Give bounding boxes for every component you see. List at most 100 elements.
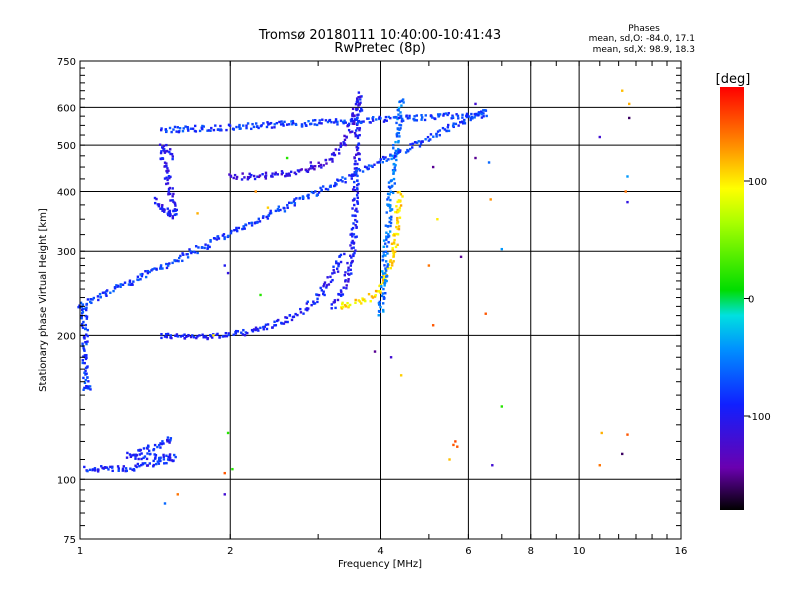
trace-point [169, 439, 172, 442]
trace-point [273, 324, 276, 327]
trace-point [84, 357, 88, 361]
scatter-point [628, 116, 631, 120]
trace-point [343, 119, 346, 122]
trace-point [168, 458, 171, 462]
trace-point [89, 388, 92, 391]
trace-point [251, 330, 255, 333]
trace-point [187, 129, 190, 132]
trace-point [280, 120, 283, 123]
trace-point [131, 283, 134, 286]
trace-point [360, 121, 363, 125]
trace-point [128, 280, 132, 284]
trace-point [384, 269, 388, 272]
trace-point [477, 111, 481, 114]
trace-point [232, 333, 235, 336]
trace-point [172, 459, 175, 462]
trace-point [91, 298, 94, 301]
trace-point [461, 120, 464, 123]
trace-point [135, 465, 138, 469]
trace-point [165, 461, 168, 465]
trace-point [190, 335, 193, 339]
trace-point [313, 165, 317, 168]
trace-point [192, 336, 196, 339]
trace-point [349, 131, 352, 134]
trace-point [397, 210, 400, 213]
trace-point [420, 140, 423, 143]
trace-point [181, 129, 185, 133]
scatter-point [491, 464, 494, 467]
trace-point [335, 183, 338, 186]
trace-point [244, 331, 248, 334]
trace-point [202, 335, 205, 339]
trace-point [153, 196, 157, 200]
trace-point [159, 265, 163, 269]
trace-point [163, 208, 166, 212]
trace-point [219, 124, 222, 128]
trace-point [326, 120, 330, 124]
trace-point [182, 253, 185, 256]
trace-point [396, 220, 400, 224]
trace-point [83, 465, 86, 469]
trace-point [353, 197, 356, 201]
trace-point [395, 205, 398, 208]
trace-point [358, 133, 361, 137]
trace-point [81, 303, 85, 306]
trace-point [320, 189, 323, 192]
trace-point [399, 100, 402, 103]
trace-point [139, 448, 142, 452]
trace-point [420, 113, 423, 117]
trace-point [392, 170, 396, 173]
trace-point [173, 201, 176, 205]
trace-point [265, 215, 268, 219]
trace-point [336, 270, 340, 273]
scatter-point [399, 374, 403, 377]
trace-point [104, 293, 108, 296]
trace-point [264, 171, 268, 175]
trace-point [341, 305, 345, 309]
trace-point [356, 146, 360, 150]
trace-point [381, 281, 385, 285]
trace-point [168, 213, 172, 217]
trace-point [173, 208, 177, 211]
trace-point [384, 224, 388, 227]
trace-point [355, 107, 358, 111]
trace-point [350, 174, 353, 178]
trace-point [140, 457, 143, 461]
trace-point [103, 466, 107, 469]
trace-point [352, 246, 355, 249]
trace-point [441, 126, 445, 130]
trace-point [389, 218, 393, 221]
trace-point [456, 114, 460, 118]
trace-point [256, 327, 259, 331]
trace-point [252, 328, 256, 331]
trace-point [353, 118, 357, 121]
trace-point [333, 271, 336, 274]
trace-point [431, 116, 434, 119]
trace-point [333, 153, 336, 157]
trace-point [462, 122, 465, 125]
trace-point [169, 199, 172, 202]
trace-point [224, 331, 228, 335]
trace-point [415, 119, 419, 122]
scatter-point [259, 293, 262, 297]
trace-point [160, 336, 163, 340]
trace-point [271, 326, 274, 329]
trace-point [396, 127, 399, 130]
trace-point [127, 283, 131, 286]
trace-point [87, 387, 90, 390]
trace-point [136, 462, 140, 466]
trace-point [447, 129, 451, 133]
trace-point [367, 164, 371, 167]
trace-point [461, 113, 464, 117]
trace-point [326, 276, 329, 279]
trace-point [171, 157, 174, 161]
trace-point [85, 302, 89, 306]
trace-point [261, 216, 265, 219]
trace-point [167, 455, 170, 459]
trace-point [119, 285, 122, 289]
trace-point [168, 441, 171, 444]
trace-point [101, 466, 104, 470]
trace-point [346, 302, 349, 305]
trace-point [313, 168, 316, 171]
y-tick-label: 200 [57, 331, 76, 342]
